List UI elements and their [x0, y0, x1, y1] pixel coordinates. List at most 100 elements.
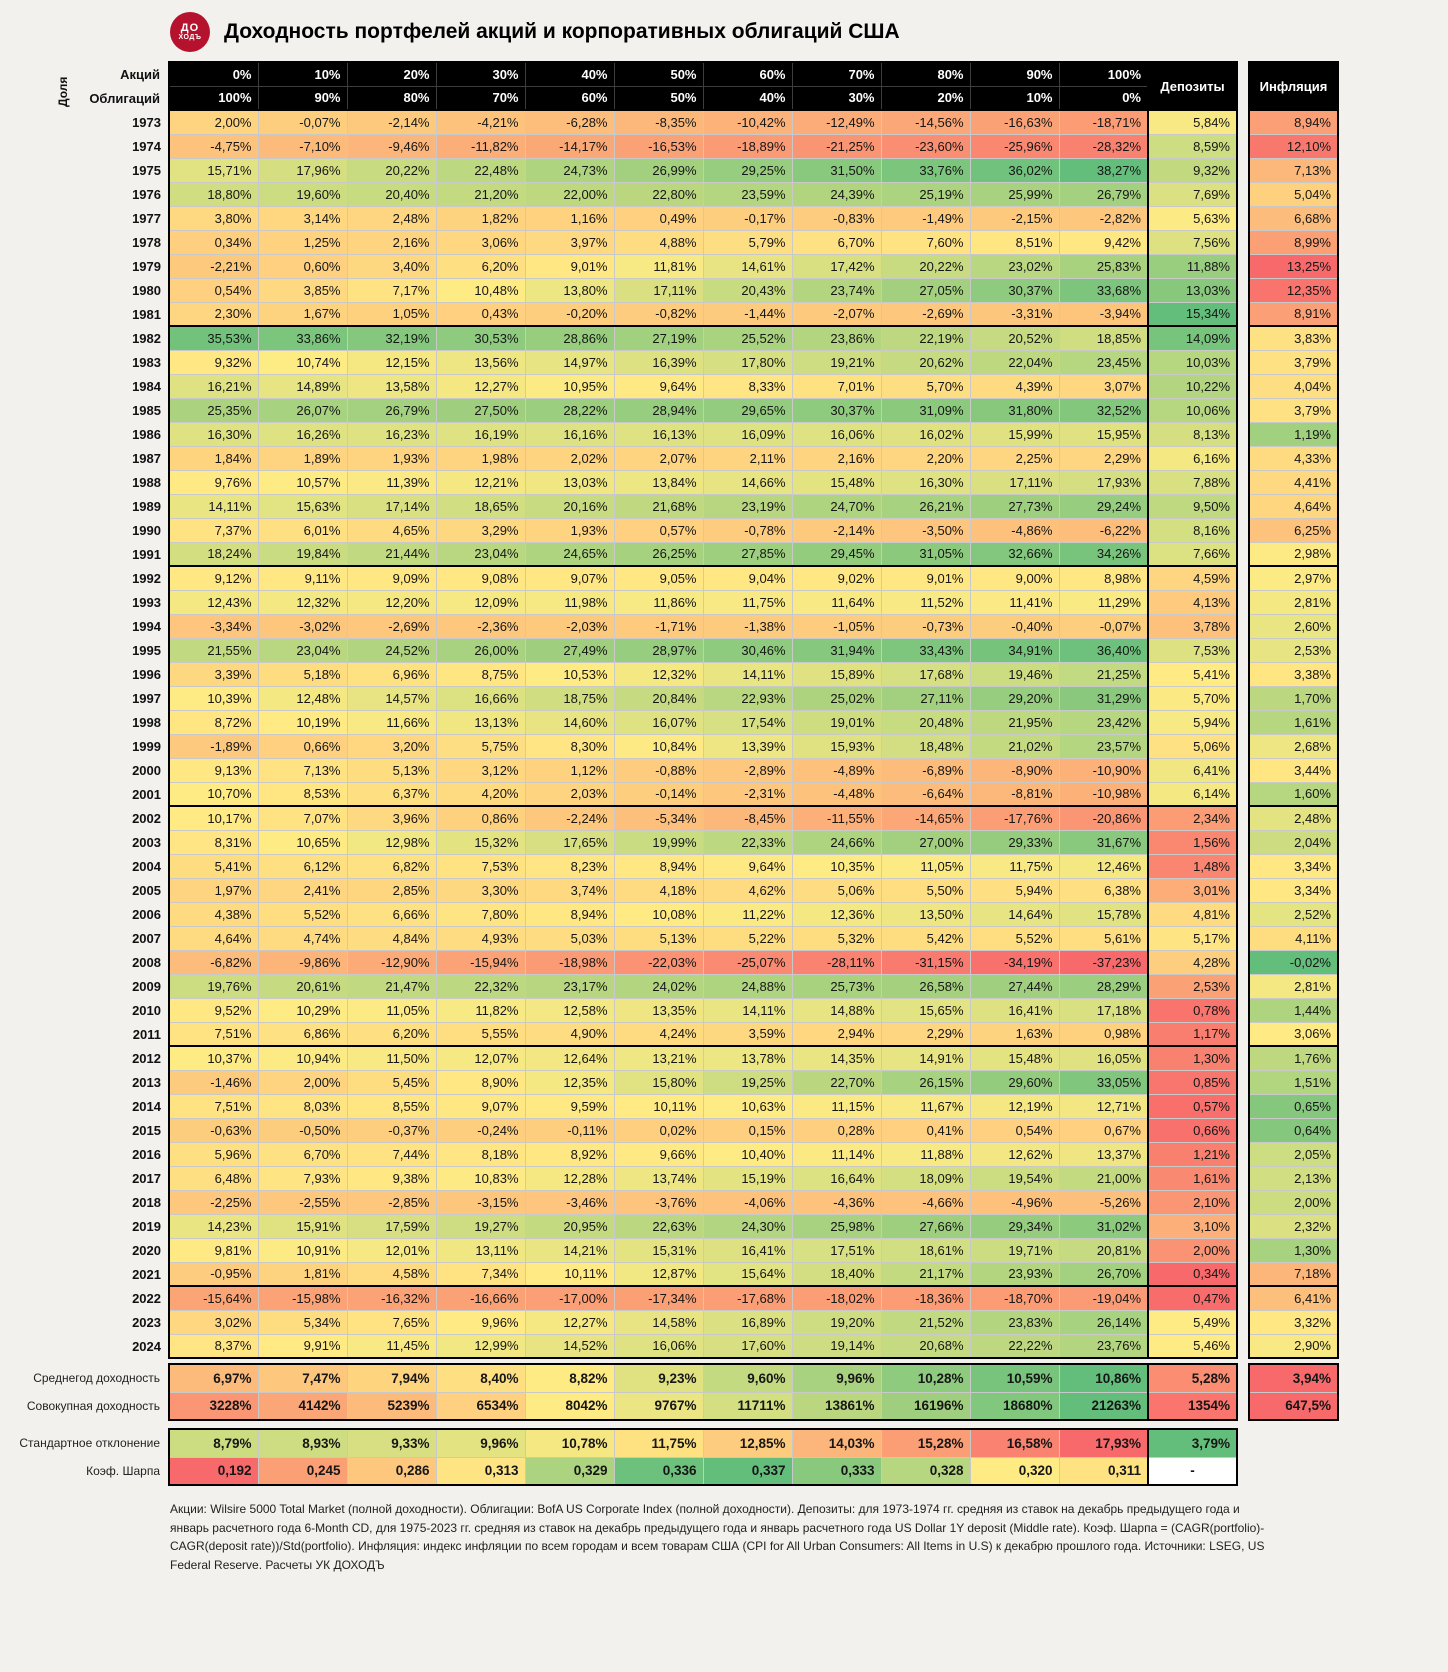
year-row: 1973 2,00% -0,07% -2,14% -4,21% -6,28% -8,35% -…	[4, 109, 1339, 135]
return-cell: 14,64%	[969, 901, 1060, 927]
deposit-cell: 8,59%	[1147, 133, 1238, 159]
return-cell: 27,05%	[880, 277, 971, 303]
return-cell: -0,50%	[257, 1117, 348, 1143]
return-cell: -2,14%	[346, 109, 437, 135]
year-label: 1982	[132, 330, 161, 346]
summary-label: Среднегод доходность	[33, 1371, 160, 1385]
return-cell: 0,54%	[168, 277, 259, 303]
return-cell: 9,42%	[1058, 229, 1149, 255]
return-cell: 20,52%	[969, 325, 1060, 351]
stock-share-header: 90%	[969, 61, 1060, 87]
return-cell: 9,32%	[168, 349, 259, 375]
return-cell: 27,50%	[435, 397, 526, 423]
return-cell: 23,93%	[969, 1261, 1060, 1287]
return-cell: 10,35%	[791, 853, 882, 879]
return-cell: 12,43%	[168, 589, 259, 615]
return-cell: 19,14%	[791, 1333, 882, 1359]
return-cell: 5,96%	[168, 1141, 259, 1167]
return-cell: 12,46%	[1058, 853, 1149, 879]
return-cell: -8,35%	[613, 109, 704, 135]
return-cell: 12,48%	[257, 685, 348, 711]
return-cell: -14,17%	[524, 133, 615, 159]
return-cell: -4,06%	[702, 1189, 793, 1215]
return-cell: 36,02%	[969, 157, 1060, 183]
return-cell: 23,59%	[702, 181, 793, 207]
return-cell: 22,04%	[969, 349, 1060, 375]
return-cell: 0,66%	[257, 733, 348, 759]
year-row: 2016 5,96% 6,70% 7,44% 8,18% 8,92% 9,66% 10,40%…	[4, 1141, 1339, 1167]
return-cell: 27,00%	[880, 829, 971, 855]
return-cell: 21,17%	[880, 1261, 971, 1287]
return-cell: 19,84%	[257, 541, 348, 567]
stock-share-header: 50%	[613, 61, 704, 87]
return-cell: 15,63%	[257, 493, 348, 519]
return-cell: 26,79%	[1058, 181, 1149, 207]
return-cell: 7,13%	[257, 757, 348, 783]
return-cell: 30,37%	[791, 397, 882, 423]
return-cell: 13,78%	[702, 1045, 793, 1071]
return-cell: 2,30%	[168, 301, 259, 327]
return-cell: -0,82%	[613, 301, 704, 327]
year-row: 1980 0,54% 3,85% 7,17% 10,48% 13,80% 17,11% 20,…	[4, 277, 1339, 303]
return-cell: 31,09%	[880, 397, 971, 423]
deposit-cell: 2,34%	[1147, 805, 1238, 831]
return-cell: 27,85%	[702, 541, 793, 567]
summary-inflation-cell: 647,5%	[1248, 1391, 1339, 1421]
year-label: 2006	[132, 906, 161, 922]
return-cell: 22,00%	[524, 181, 615, 207]
table-area: Доля Акций 0% 10% 20% 30% 40% 50% 60% 70% 80% 90% 1…	[4, 61, 1448, 1486]
return-cell: 12,28%	[524, 1165, 615, 1191]
return-cell: -3,46%	[524, 1189, 615, 1215]
year-label: 2016	[132, 1146, 161, 1162]
return-cell: 18,09%	[880, 1165, 971, 1191]
return-cell: 29,20%	[969, 685, 1060, 711]
year-row: 2024 8,37% 9,91% 11,45% 12,99% 14,52% 16,06% 17…	[4, 1333, 1339, 1359]
summary-cell: 16,58%	[969, 1428, 1060, 1458]
return-cell: 8,33%	[702, 373, 793, 399]
return-cell: 26,15%	[880, 1069, 971, 1095]
return-cell: 3,20%	[346, 733, 437, 759]
return-cell: 31,94%	[791, 637, 882, 663]
inflation-cell: 8,94%	[1248, 109, 1339, 135]
return-cell: 10,29%	[257, 997, 348, 1023]
return-cell: 28,94%	[613, 397, 704, 423]
return-cell: 21,68%	[613, 493, 704, 519]
inflation-cell: 1,76%	[1248, 1045, 1339, 1071]
return-cell: -2,82%	[1058, 205, 1149, 231]
return-cell: 8,31%	[168, 829, 259, 855]
return-cell: 2,94%	[791, 1021, 882, 1047]
return-cell: 18,80%	[168, 181, 259, 207]
return-cell: -1,38%	[702, 613, 793, 639]
return-cell: 13,35%	[613, 997, 704, 1023]
return-cell: 20,43%	[702, 277, 793, 303]
return-cell: -17,68%	[702, 1285, 793, 1311]
return-cell: 0,02%	[613, 1117, 704, 1143]
stock-share-header: 20%	[346, 61, 437, 87]
return-cell: 10,83%	[435, 1165, 526, 1191]
return-cell: -2,15%	[969, 205, 1060, 231]
summary-cell: 0,336	[613, 1456, 704, 1486]
return-cell: -18,71%	[1058, 109, 1149, 135]
return-cell: 29,65%	[702, 397, 793, 423]
inflation-cell: 1,44%	[1248, 997, 1339, 1023]
return-cell: 1,82%	[435, 205, 526, 231]
return-cell: 7,37%	[168, 517, 259, 543]
return-cell: 20,16%	[524, 493, 615, 519]
return-cell: 1,16%	[524, 205, 615, 231]
year-row: 1977 3,80% 3,14% 2,48% 1,82% 1,16% 0,49% -0,17%…	[4, 205, 1339, 231]
return-cell: 15,64%	[702, 1261, 793, 1287]
return-cell: 11,98%	[524, 589, 615, 615]
return-cell: 3,30%	[435, 877, 526, 903]
return-cell: -17,34%	[613, 1285, 704, 1311]
return-cell: 20,22%	[880, 253, 971, 279]
year-label: 1979	[132, 258, 161, 274]
inflation-cell: 3,79%	[1248, 397, 1339, 423]
bond-share-header: 80%	[346, 85, 437, 111]
inflation-cell: 2,90%	[1248, 1333, 1339, 1359]
summary-label: Коэф. Шарпа	[86, 1464, 160, 1478]
summary-deposit-cell: 1354%	[1147, 1391, 1238, 1421]
return-cell: 26,21%	[880, 493, 971, 519]
return-cell: -3,34%	[168, 613, 259, 639]
deposit-cell: 5,41%	[1147, 661, 1238, 687]
return-cell: 12,07%	[435, 1045, 526, 1071]
